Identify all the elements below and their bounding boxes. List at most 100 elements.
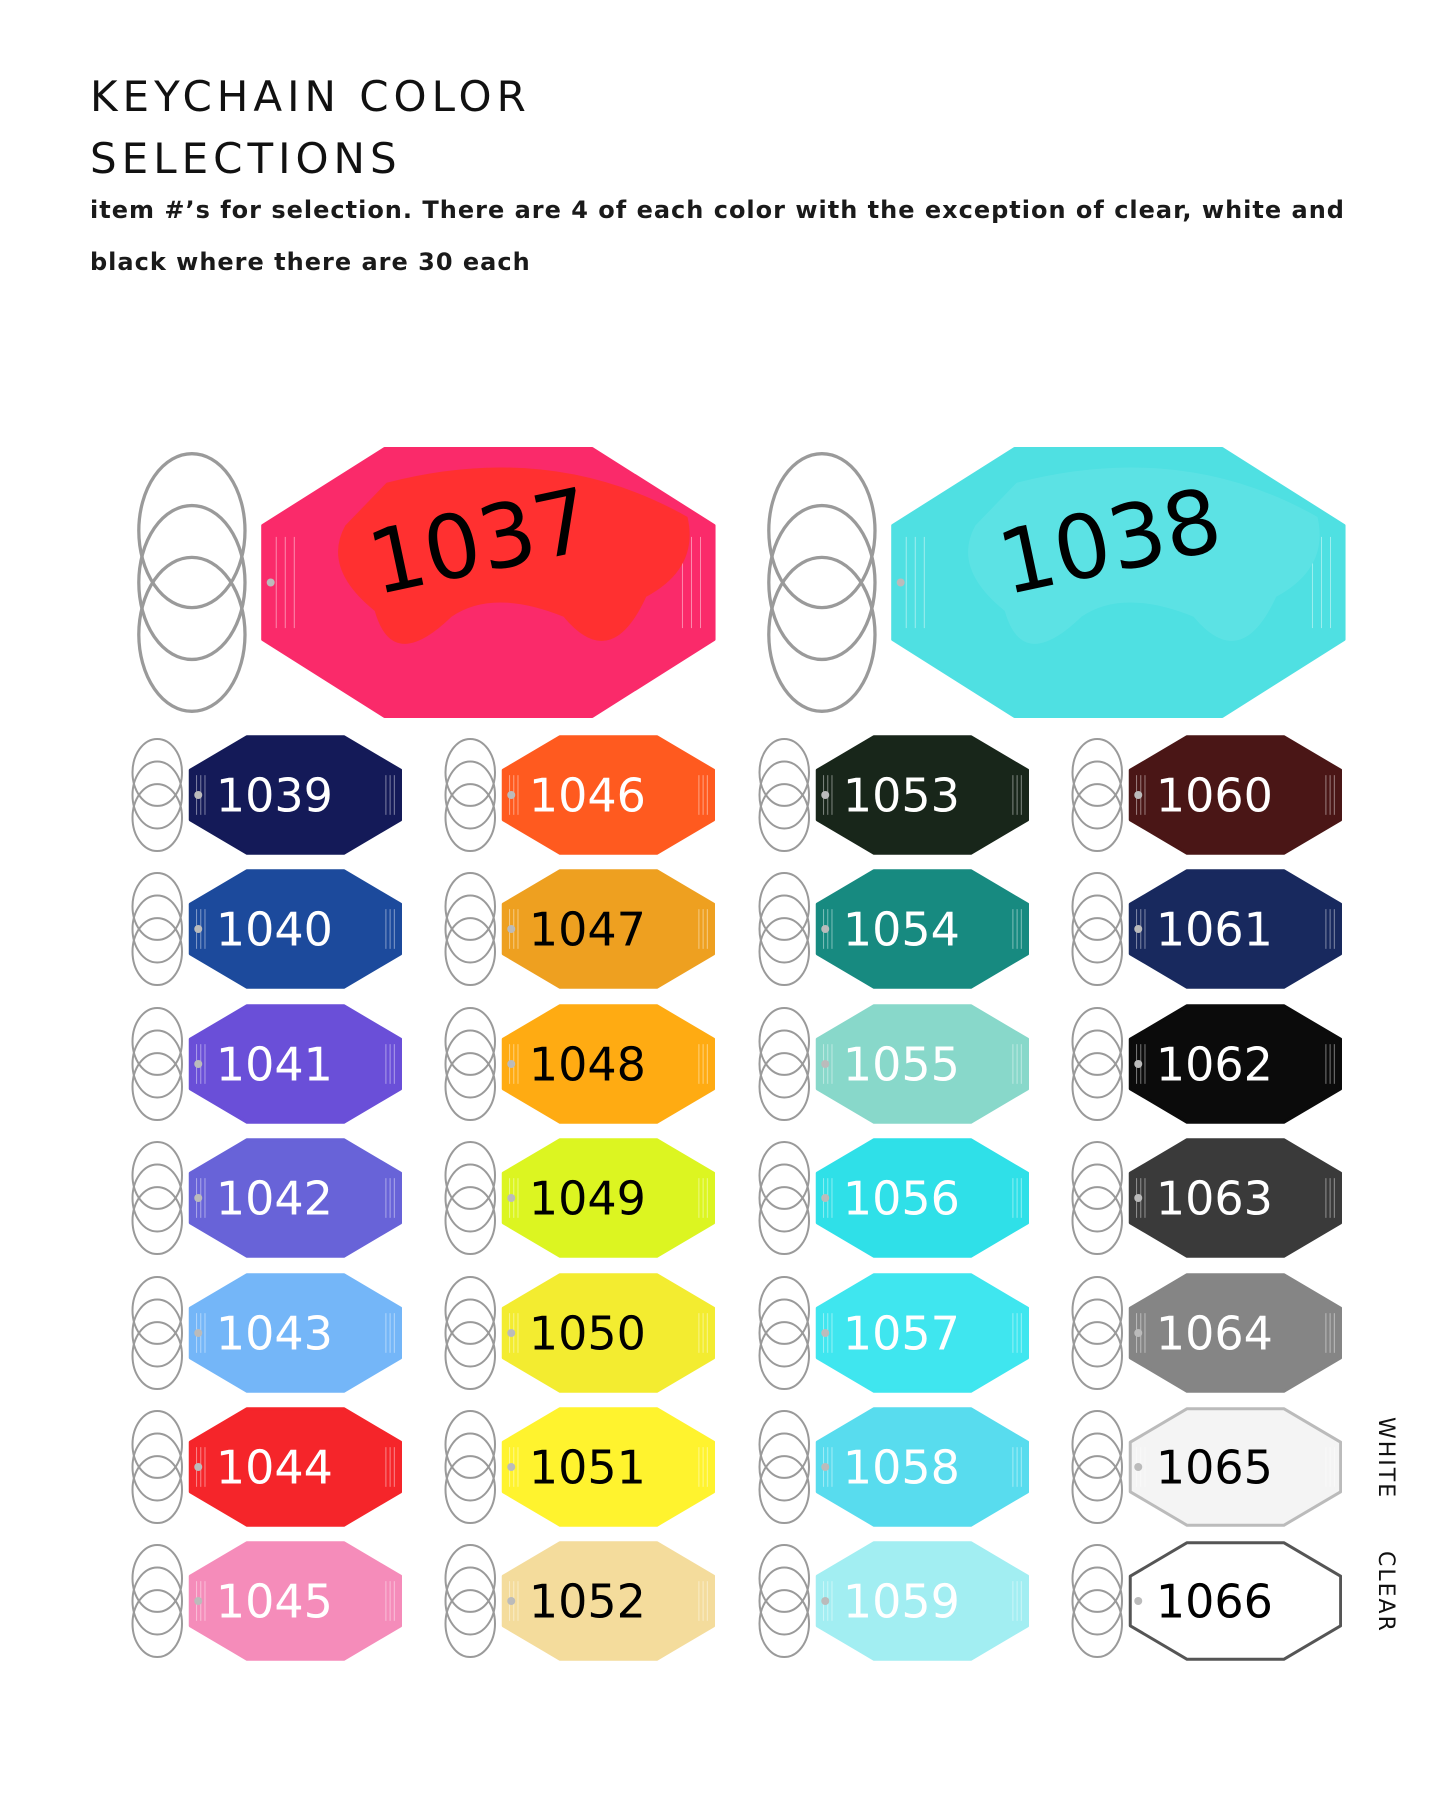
item-number: 1046 — [529, 769, 646, 823]
key-ring-icon — [758, 1141, 810, 1256]
keychain-1040[interactable]: 1040 — [127, 867, 403, 991]
keychain-tag — [1128, 1407, 1343, 1527]
keychain-1044[interactable]: 1044 — [127, 1405, 403, 1529]
keychain-1046[interactable]: 1046 — [440, 733, 716, 857]
key-ring-icon — [444, 737, 496, 853]
key-ring-icon — [131, 1409, 183, 1525]
keychain-option[interactable]: 1047 — [440, 867, 720, 991]
keychain-option[interactable]: 1055 — [754, 1002, 1034, 1126]
featured-keychain[interactable]: 1038 — [757, 440, 1357, 730]
keychain-1043[interactable]: 1043 — [127, 1271, 403, 1395]
item-number: 1039 — [216, 769, 333, 823]
keychain-1047[interactable]: 1047 — [440, 867, 716, 991]
keychain-1039[interactable]: 1039 — [127, 733, 403, 857]
keychain-1055[interactable]: 1055 — [754, 1002, 1030, 1126]
keychain-1049[interactable]: 1049 — [440, 1136, 716, 1260]
keychain-option[interactable]: 1059 — [754, 1539, 1034, 1663]
item-number: 1043 — [216, 1306, 333, 1360]
keychain-1048[interactable]: 1048 — [440, 1002, 716, 1126]
key-ring-icon — [758, 1275, 810, 1390]
keychain-option[interactable]: 1044 — [127, 1405, 407, 1529]
keychain-option[interactable]: 1064 — [1067, 1271, 1347, 1395]
keychain-1042[interactable]: 1042 — [127, 1136, 403, 1260]
keychain-1050[interactable]: 1050 — [440, 1271, 716, 1395]
keychain-1058[interactable]: 1058 — [754, 1405, 1030, 1529]
keychain-option[interactable]: 1042 — [127, 1136, 407, 1260]
title-line-1: KEYCHAIN COLOR — [90, 72, 531, 121]
key-ring-icon — [758, 1544, 810, 1659]
keychain-1038[interactable]: 1038 — [757, 440, 1347, 725]
keychain-tag — [815, 869, 1030, 990]
item-number: 1053 — [843, 769, 960, 823]
keychain-tag — [1128, 1541, 1343, 1662]
key-ring-icon — [444, 1275, 496, 1390]
keychain-option[interactable]: 1043 — [127, 1271, 407, 1395]
keychain-1066[interactable]: 1066 — [1067, 1539, 1343, 1663]
key-ring-icon — [1071, 872, 1123, 987]
keychain-1059[interactable]: 1059 — [754, 1539, 1030, 1663]
key-ring-icon — [1071, 1275, 1123, 1390]
keychain-tag — [1128, 1272, 1343, 1393]
item-number: 1062 — [1156, 1037, 1273, 1091]
keychain-tag — [815, 1541, 1030, 1662]
keychain-1064[interactable]: 1064 — [1067, 1271, 1343, 1395]
keychain-option[interactable]: 1049 — [440, 1136, 720, 1260]
item-number: 1048 — [529, 1037, 646, 1091]
keychain-option[interactable]: 1057 — [754, 1271, 1034, 1395]
keychain-option[interactable]: 1056 — [754, 1136, 1034, 1260]
keychain-option[interactable]: 1061 — [1067, 867, 1347, 991]
title-line-2: SELECTIONS — [90, 134, 402, 183]
keychain-option[interactable]: 1045 — [127, 1539, 407, 1663]
key-ring-icon — [131, 1275, 183, 1390]
keychain-option[interactable]: 1041 — [127, 1002, 407, 1126]
keychain-option[interactable]: 1065 — [1067, 1405, 1347, 1529]
keychain-1054[interactable]: 1054 — [754, 867, 1030, 991]
item-number: 1057 — [843, 1306, 960, 1360]
keychain-1037[interactable]: 1037 — [127, 440, 717, 725]
keychain-option[interactable]: 1050 — [440, 1271, 720, 1395]
key-ring-icon — [1071, 1544, 1123, 1659]
keychain-option[interactable]: 1046 — [440, 733, 720, 857]
keychain-1057[interactable]: 1057 — [754, 1271, 1030, 1395]
item-number: 1049 — [529, 1172, 646, 1226]
keychain-option[interactable]: 1063 — [1067, 1136, 1347, 1260]
keychain-1041[interactable]: 1041 — [127, 1002, 403, 1126]
keychain-tag — [815, 1138, 1030, 1258]
key-ring-icon — [444, 1141, 496, 1256]
keychain-option[interactable]: 1051 — [440, 1405, 720, 1529]
keychain-1056[interactable]: 1056 — [754, 1136, 1030, 1260]
keychain-1061[interactable]: 1061 — [1067, 867, 1343, 991]
featured-keychain[interactable]: 1037 — [127, 440, 727, 730]
keychain-option[interactable]: 1054 — [754, 867, 1034, 991]
keychain-1063[interactable]: 1063 — [1067, 1136, 1343, 1260]
keychain-1053[interactable]: 1053 — [754, 733, 1030, 857]
keychain-tag — [815, 1272, 1030, 1393]
keychain-option[interactable]: 1040 — [127, 867, 407, 991]
item-number: 1064 — [1156, 1306, 1273, 1360]
item-number: 1056 — [843, 1172, 960, 1226]
item-number: 1041 — [216, 1037, 333, 1091]
key-ring-icon — [758, 872, 810, 987]
page-title: KEYCHAIN COLOR SELECTIONS — [90, 66, 690, 190]
keychain-option[interactable]: 1062 — [1067, 1002, 1347, 1126]
keychain-option[interactable]: 1053 — [754, 733, 1034, 857]
keychain-option[interactable]: 1039 — [127, 733, 407, 857]
keychain-option[interactable]: 1066 — [1067, 1539, 1347, 1663]
subtitle: item #’s for selection. There are 4 of e… — [90, 196, 1345, 276]
keychain-option[interactable]: 1060 — [1067, 733, 1347, 857]
keychain-option[interactable]: 1058 — [754, 1405, 1034, 1529]
item-number: 1060 — [1156, 769, 1273, 823]
label-patch — [338, 467, 690, 644]
key-ring-icon — [1071, 1409, 1123, 1525]
keychain-1045[interactable]: 1045 — [127, 1539, 403, 1663]
keychain-1062[interactable]: 1062 — [1067, 1002, 1343, 1126]
keychain-1065[interactable]: 1065 — [1067, 1405, 1343, 1529]
keychain-tag — [1128, 869, 1343, 990]
keychain-tag — [188, 869, 403, 990]
keychain-option[interactable]: 1052 — [440, 1539, 720, 1663]
keychain-option[interactable]: 1048 — [440, 1002, 720, 1126]
keychain-tag — [1128, 735, 1343, 855]
keychain-1052[interactable]: 1052 — [440, 1539, 716, 1663]
keychain-1060[interactable]: 1060 — [1067, 733, 1343, 857]
keychain-1051[interactable]: 1051 — [440, 1405, 716, 1529]
